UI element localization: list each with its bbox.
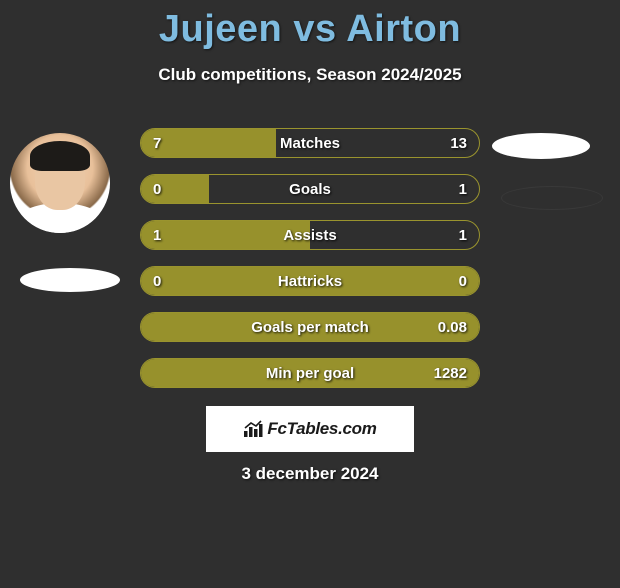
bar-label: Min per goal [141,359,479,388]
chart-icon [243,420,263,438]
page-title: Jujeen vs Airton [0,8,620,51]
comparison-bars: 7Matches130Goals11Assists10Hattricks0Goa… [140,128,480,404]
bar-row: 0Goals1 [140,174,480,204]
bar-value-right: 1282 [434,359,467,388]
bar-value-right: 1 [459,221,467,250]
brand-logo: FcTables.com [206,406,414,452]
bar-value-right: 1 [459,175,467,204]
player-left-placeholder [20,268,120,292]
bar-row: 1Assists1 [140,220,480,250]
player-right-placeholder-1 [492,133,590,159]
player-left-photo [10,133,110,233]
bar-row: Goals per match0.08 [140,312,480,342]
bar-label: Matches [141,129,479,158]
subtitle: Club competitions, Season 2024/2025 [0,65,620,85]
bar-label: Hattricks [141,267,479,296]
date-text: 3 december 2024 [0,464,620,484]
bar-row: 0Hattricks0 [140,266,480,296]
bar-label: Assists [141,221,479,250]
bar-value-right: 0.08 [438,313,467,342]
bar-label: Goals [141,175,479,204]
bar-value-right: 13 [450,129,467,158]
bar-row: 7Matches13 [140,128,480,158]
bar-value-right: 0 [459,267,467,296]
player-right-placeholder-2 [502,187,602,209]
bar-label: Goals per match [141,313,479,342]
brand-text: FcTables.com [267,419,376,439]
bar-row: Min per goal1282 [140,358,480,388]
